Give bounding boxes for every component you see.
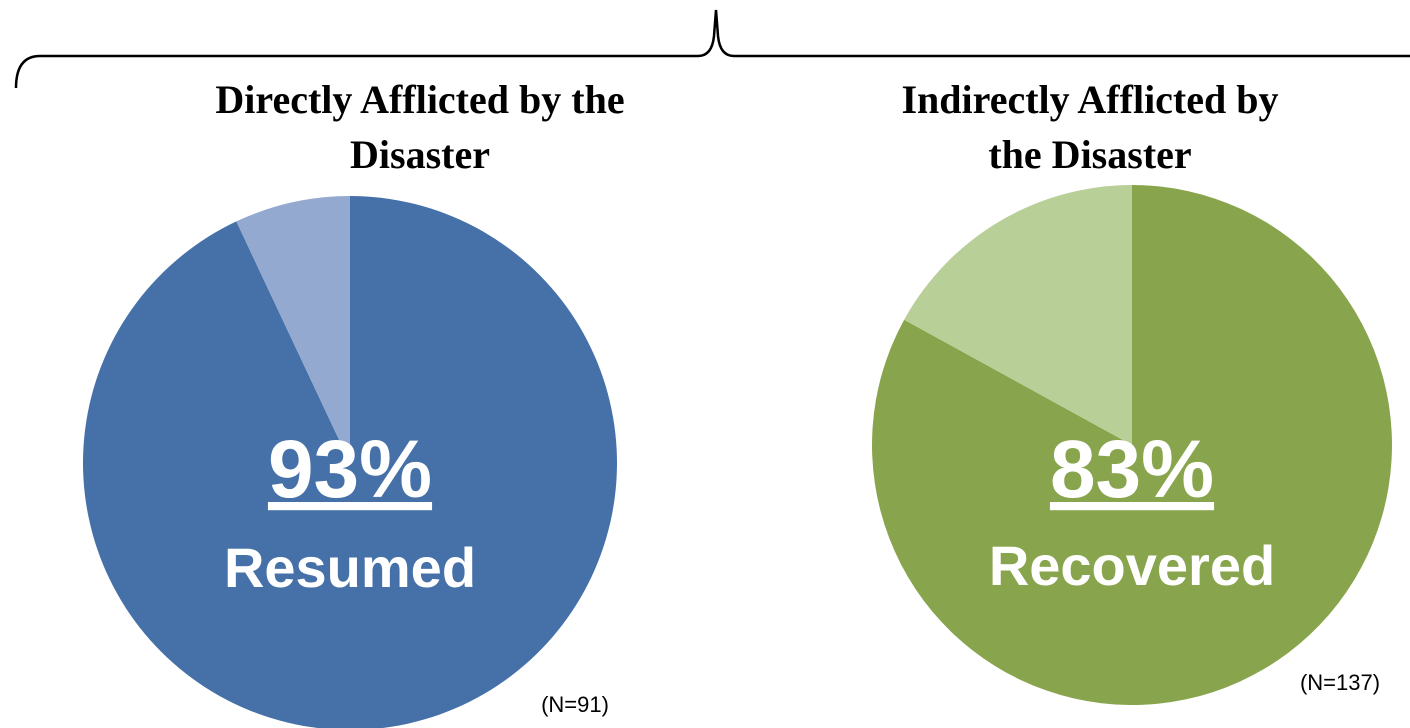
sample-note: (N=91) — [541, 692, 609, 717]
slice-caption: Recovered — [989, 534, 1275, 597]
chart-title: Directly Afflicted by the Disaster — [215, 77, 625, 177]
sample-note: (N=137) — [1300, 670, 1380, 695]
pie-slice — [904, 185, 1132, 445]
slice-caption: Resumed — [224, 536, 476, 599]
pie-slice — [236, 196, 350, 463]
brace — [14, 9, 1410, 89]
pie-slice — [871, 185, 1392, 705]
pie-slice — [83, 196, 617, 728]
chart-title: Indirectly Afflicted by the Disaster — [901, 77, 1279, 177]
value-label: 93% — [268, 424, 432, 515]
value-label: 83% — [1050, 424, 1214, 515]
